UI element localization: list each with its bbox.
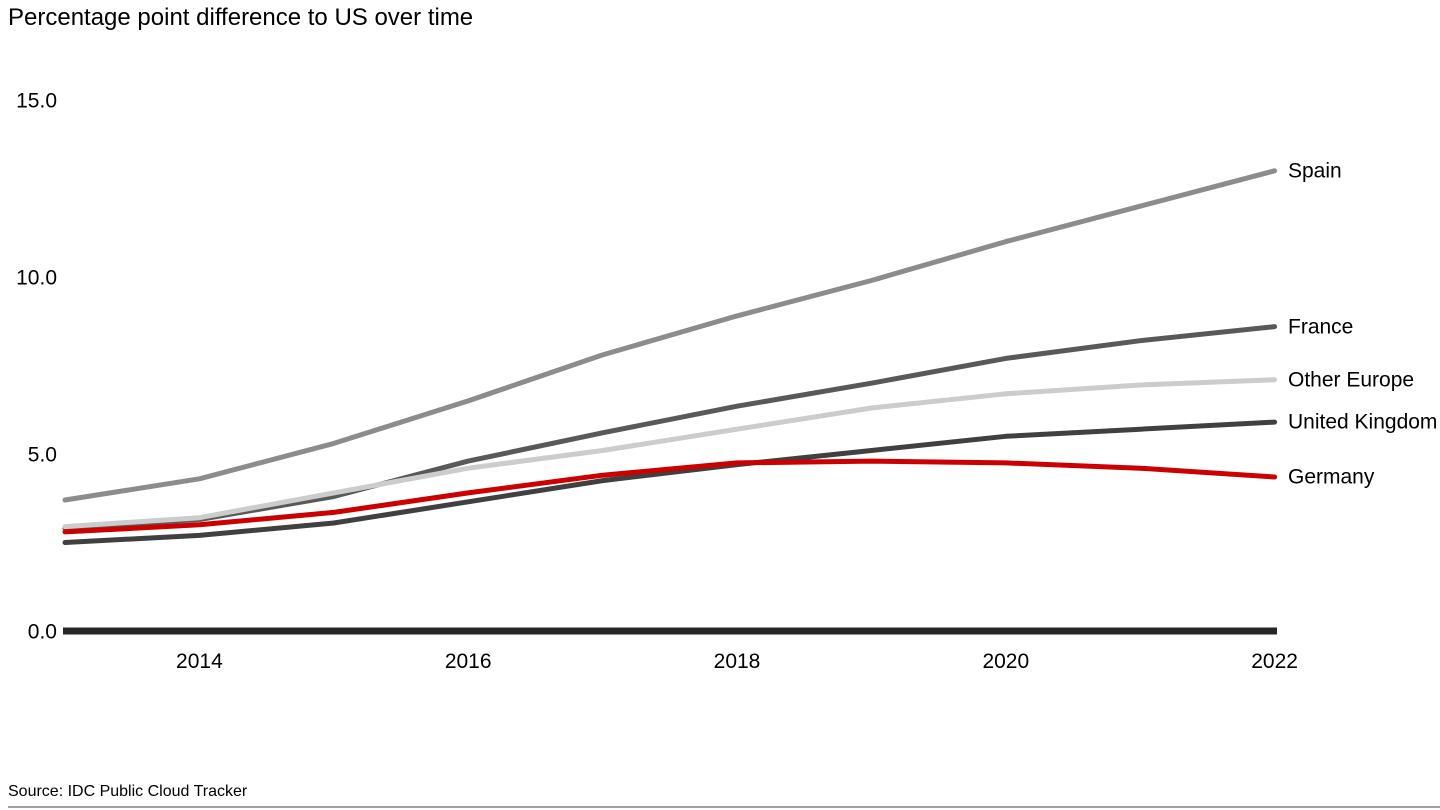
series-line-germany <box>62 458 1278 535</box>
series-line-other-europe <box>62 377 1278 530</box>
series-label-other-europe: Other Europe <box>1288 368 1415 392</box>
y-axis-tick-label: 15.0 <box>16 90 57 113</box>
series-label-united-kingdom: United Kingdom <box>1288 410 1438 434</box>
y-axis-tick-label: 10.0 <box>16 267 57 290</box>
y-axis-tick-label: 5.0 <box>28 444 57 467</box>
series-label-spain: Spain <box>1288 159 1342 183</box>
series-label-germany: Germany <box>1288 465 1375 489</box>
x-axis-tick-label: 2018 <box>714 650 761 673</box>
series-line-united-kingdom <box>62 419 1278 545</box>
x-axis-tick-label: 2022 <box>1251 650 1298 673</box>
y-axis-tick-label: 0.0 <box>28 621 57 644</box>
series-label-france: France <box>1288 315 1354 339</box>
series-line-spain <box>62 168 1278 503</box>
x-axis-tick-label: 2014 <box>176 650 223 673</box>
chart-title: Percentage point difference to US over t… <box>8 4 474 31</box>
series-line-france <box>62 324 1278 531</box>
bottom-divider-line <box>8 806 1440 808</box>
x-axis-tick-label: 2016 <box>445 650 492 673</box>
source-note: Source: IDC Public Cloud Tracker <box>8 783 248 800</box>
x-axis-tick-label: 2020 <box>982 650 1029 673</box>
